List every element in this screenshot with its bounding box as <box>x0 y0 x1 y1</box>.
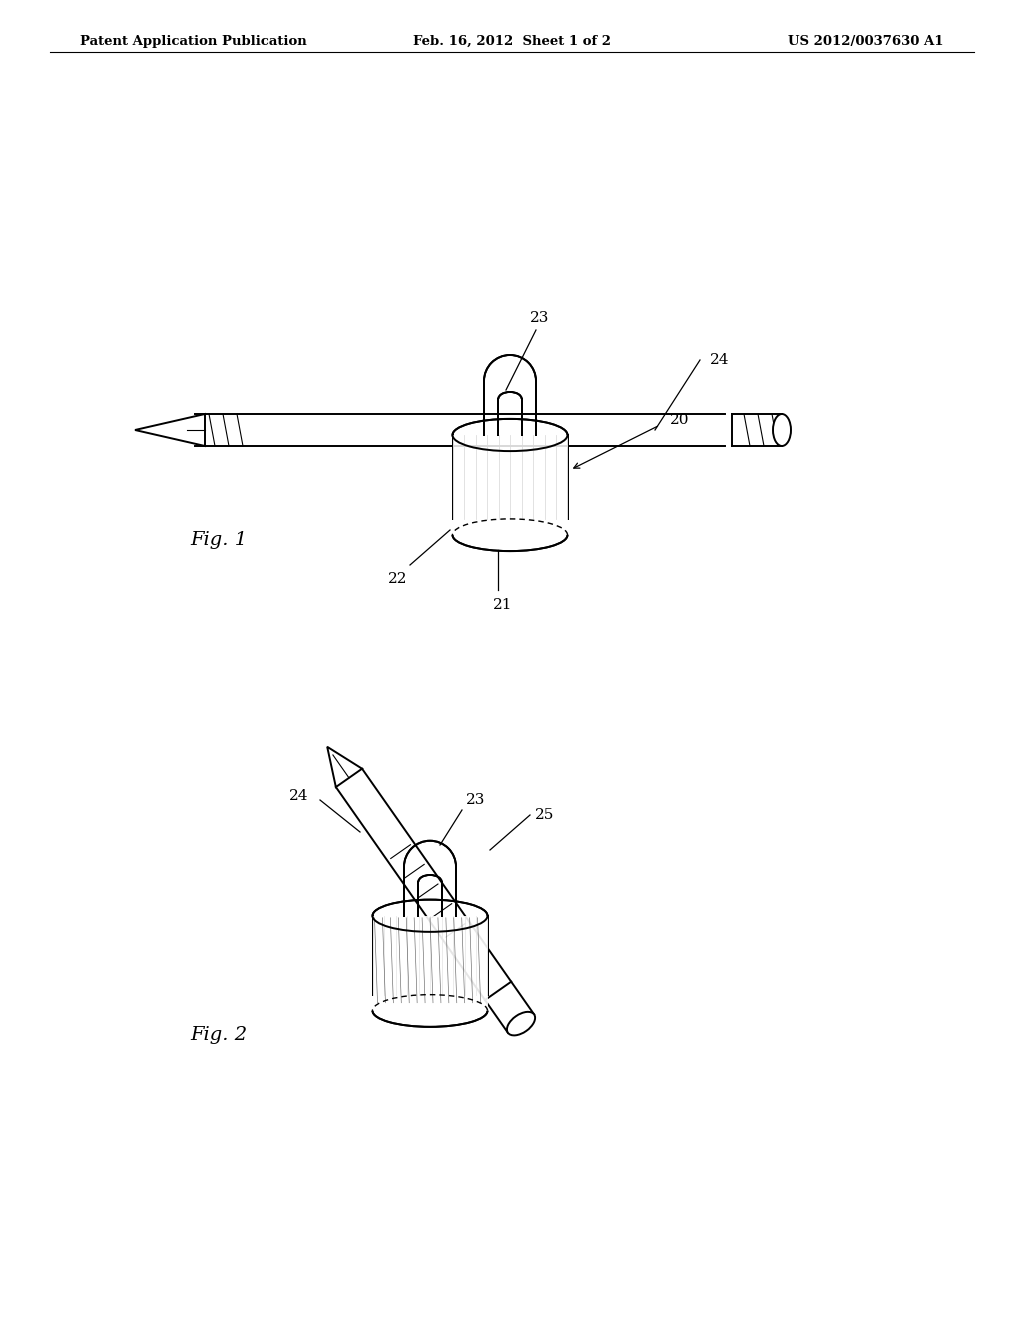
Text: Fig. 2: Fig. 2 <box>190 1026 247 1044</box>
Text: 23: 23 <box>466 793 485 807</box>
Text: US 2012/0037630 A1: US 2012/0037630 A1 <box>788 36 944 48</box>
Polygon shape <box>453 436 567 535</box>
Text: 24: 24 <box>289 789 308 803</box>
Ellipse shape <box>773 414 791 446</box>
Text: 25: 25 <box>535 808 554 822</box>
Polygon shape <box>373 916 487 1011</box>
Text: 23: 23 <box>530 312 550 325</box>
Text: 20: 20 <box>670 413 689 426</box>
Ellipse shape <box>507 1012 536 1035</box>
Text: 22: 22 <box>388 572 408 586</box>
Text: Fig. 1: Fig. 1 <box>190 531 247 549</box>
Text: Feb. 16, 2012  Sheet 1 of 2: Feb. 16, 2012 Sheet 1 of 2 <box>413 36 611 48</box>
Text: 21: 21 <box>494 598 513 612</box>
Text: Patent Application Publication: Patent Application Publication <box>80 36 307 48</box>
Text: 24: 24 <box>710 352 729 367</box>
